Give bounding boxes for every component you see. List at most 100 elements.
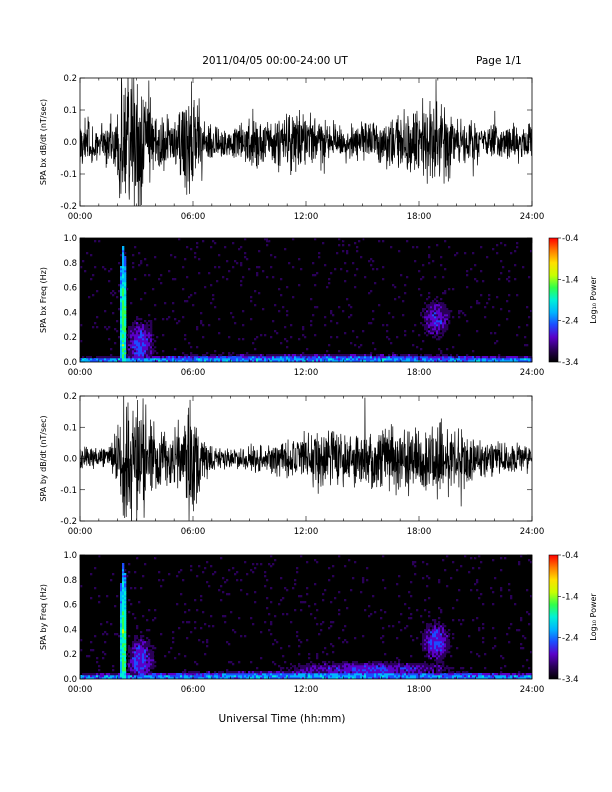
spectrogram-cell <box>404 284 407 287</box>
spectrogram-cell <box>426 667 429 670</box>
spectrogram-cell <box>508 270 511 273</box>
spectrogram-cell <box>404 603 407 606</box>
spectrogram-cell <box>298 595 301 598</box>
spectrogram-cell <box>290 360 293 362</box>
spectrogram-cell <box>132 645 135 648</box>
spectrogram-cell <box>448 641 451 644</box>
spectrogram-cell <box>242 356 245 359</box>
spectrogram-cell <box>482 641 485 644</box>
spectrogram-cell <box>120 324 123 327</box>
spectrogram-cell <box>322 242 325 245</box>
spectrogram-cell <box>434 651 437 654</box>
spectrogram-cell <box>364 354 367 357</box>
spectrogram-cell <box>106 675 109 678</box>
spectrogram-cell <box>492 673 495 676</box>
spectrogram-cell <box>438 621 441 624</box>
spectrogram-cell <box>404 661 407 664</box>
spectrogram-cell <box>446 675 449 678</box>
spectrogram-cell <box>274 330 277 333</box>
y-axis-label: SPA by Freq (Hz) <box>39 584 48 650</box>
spectrogram-cell <box>352 354 355 357</box>
spectrogram-cell <box>426 637 429 640</box>
spectrogram-cell <box>444 635 447 638</box>
spectrogram-cell <box>150 653 153 656</box>
spectrogram-cell <box>418 669 421 672</box>
spectrogram-cell <box>168 356 171 359</box>
spectrogram-cell <box>88 360 91 362</box>
spectrogram-cell <box>420 358 423 361</box>
spectrogram-cell <box>354 286 357 289</box>
spectrogram-cell <box>462 671 465 674</box>
spectrogram-cell <box>448 675 451 678</box>
spectrogram-cell <box>242 360 245 362</box>
spectrogram-cell <box>430 655 433 658</box>
spectrogram-cell <box>440 356 443 359</box>
spectrogram-cell <box>300 609 303 612</box>
spectrogram-cell <box>422 639 425 642</box>
spectrogram-cell <box>172 302 175 305</box>
colorbar <box>548 237 559 363</box>
spectrogram-cell <box>358 240 361 243</box>
spectrogram-cell <box>278 673 281 676</box>
spectrogram-cell <box>438 326 441 329</box>
spectrogram-cell <box>346 665 349 668</box>
spectrogram-cell <box>518 563 521 566</box>
spectrogram-cell <box>424 328 427 331</box>
spectrogram-cell <box>208 356 211 359</box>
spectrogram-cell <box>398 354 401 357</box>
spectrogram-cell <box>446 316 449 319</box>
spectrogram-cell <box>304 358 307 361</box>
spectrogram-cell <box>436 647 439 650</box>
spectrogram-cell <box>276 358 279 361</box>
spectrogram-cell <box>144 645 147 648</box>
spectrogram-cell <box>432 318 435 321</box>
spectrogram-cell <box>268 675 271 678</box>
spectrogram-cell <box>124 284 127 287</box>
spectrogram-cell <box>312 314 315 317</box>
spectrogram-cell <box>128 655 131 658</box>
spectrogram-cell <box>436 324 439 327</box>
spectrogram-cell <box>140 352 143 355</box>
spectrogram-cell <box>298 677 301 679</box>
spectrogram-cell <box>528 673 531 676</box>
spectrogram-cell <box>138 673 141 676</box>
spectrogram-cell <box>224 358 227 361</box>
spectrogram-cell <box>150 677 153 679</box>
spectrogram-cell <box>300 675 303 678</box>
spectrogram-cell <box>498 358 501 361</box>
spectrogram-cell <box>96 657 99 660</box>
spectrogram-cell <box>302 360 305 362</box>
spectrogram-cell <box>472 358 475 361</box>
spectrogram-cell <box>482 358 485 361</box>
spectrogram-cell <box>362 635 365 638</box>
spectrogram-cell <box>196 246 199 249</box>
spectrogram-cell <box>390 246 393 249</box>
spectrogram-cell <box>320 358 323 361</box>
spectrogram-cell <box>124 278 127 281</box>
spectrogram-cell <box>442 639 445 642</box>
spectrogram-cell <box>302 352 305 355</box>
spectrogram-cell <box>420 671 423 674</box>
spectrogram-cell <box>182 316 185 319</box>
spectrogram-cell <box>350 675 353 678</box>
spectrogram-cell <box>436 334 439 337</box>
spectrogram-cell <box>254 601 257 604</box>
spectrogram-cell <box>390 673 393 676</box>
spectrogram-cell <box>116 675 119 678</box>
spectrogram-cell <box>446 673 449 676</box>
spectrogram-cell <box>436 314 439 317</box>
spectrogram-cell <box>378 663 381 666</box>
spectrogram-cell <box>446 629 449 632</box>
spectrogram-cell <box>346 667 349 670</box>
spectrogram-cell <box>384 653 387 656</box>
spectrogram-cell <box>356 671 359 674</box>
spectrogram-cell <box>214 358 217 361</box>
spectrogram-cell <box>440 298 443 301</box>
spectrogram-cell <box>330 669 333 672</box>
spectrogram-cell <box>336 667 339 670</box>
spectrogram-cell <box>430 324 433 327</box>
spectrogram-cell <box>150 671 153 674</box>
spectrogram-cell <box>310 613 313 616</box>
spectrogram-cell <box>446 665 449 668</box>
spectrogram-cell <box>392 358 395 361</box>
